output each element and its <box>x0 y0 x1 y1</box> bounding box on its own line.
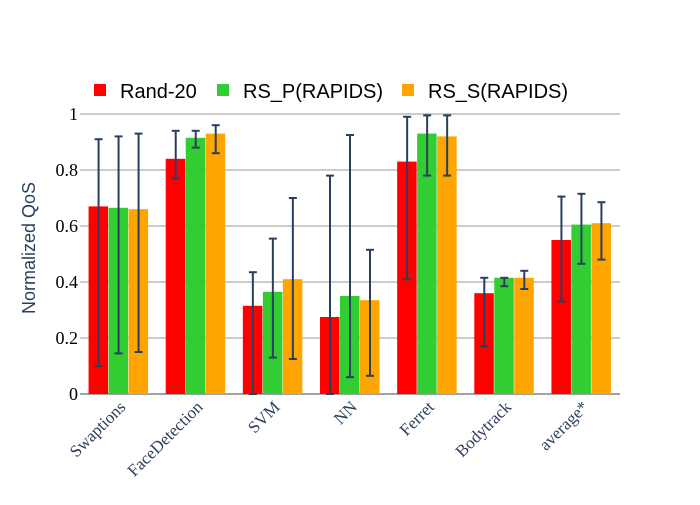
legend-label: Rand-20 <box>120 81 197 103</box>
legend-label: RS_P(RAPIDS) <box>243 81 383 103</box>
bar-rand-20-1 <box>165 158 186 394</box>
bar-rs-s-rapids--5 <box>514 277 534 394</box>
bar-rs-p-rapids--5 <box>494 277 514 394</box>
error-bars <box>94 114 606 395</box>
x-tick-label: Swaptions <box>66 397 130 461</box>
y-tick-label: 0.2 <box>56 328 79 348</box>
bar-rs-p-rapids--4 <box>417 133 437 394</box>
legend-swatch <box>217 84 229 96</box>
x-tick-label: FaceDetection <box>124 397 207 480</box>
bar-rs-p-rapids--6 <box>571 224 591 394</box>
y-axis-ticks: 0 0.2 0.4 0.6 0.8 1 <box>56 104 79 404</box>
y-tick-label: 0.6 <box>56 216 79 236</box>
y-tick-label: 0.4 <box>56 272 79 292</box>
y-tick-label: 0 <box>69 384 78 404</box>
x-tick-label: NN <box>330 397 361 428</box>
x-tick-label: average* <box>535 397 592 454</box>
bar-rand-20-6 <box>551 240 571 394</box>
y-tick-label: 1 <box>69 104 78 124</box>
y-axis-label: Normalized QoS <box>19 182 39 314</box>
x-tick-label: Bodytrack <box>452 397 516 461</box>
bar-rs-s-rapids--4 <box>437 136 457 394</box>
legend: Rand-20 RS_P(RAPIDS) RS_S(RAPIDS) <box>94 81 568 103</box>
legend-swatch <box>402 84 414 96</box>
bar-rs-p-rapids--1 <box>185 137 206 395</box>
bar-rs-s-rapids--6 <box>591 223 611 394</box>
legend-label: RS_S(RAPIDS) <box>428 81 568 103</box>
x-tick-label: Ferret <box>396 397 438 439</box>
x-tick-label: SVM <box>244 397 283 436</box>
bar-rs-s-rapids--1 <box>205 133 226 394</box>
legend-swatch <box>94 84 106 96</box>
y-tick-label: 0.8 <box>56 160 79 180</box>
